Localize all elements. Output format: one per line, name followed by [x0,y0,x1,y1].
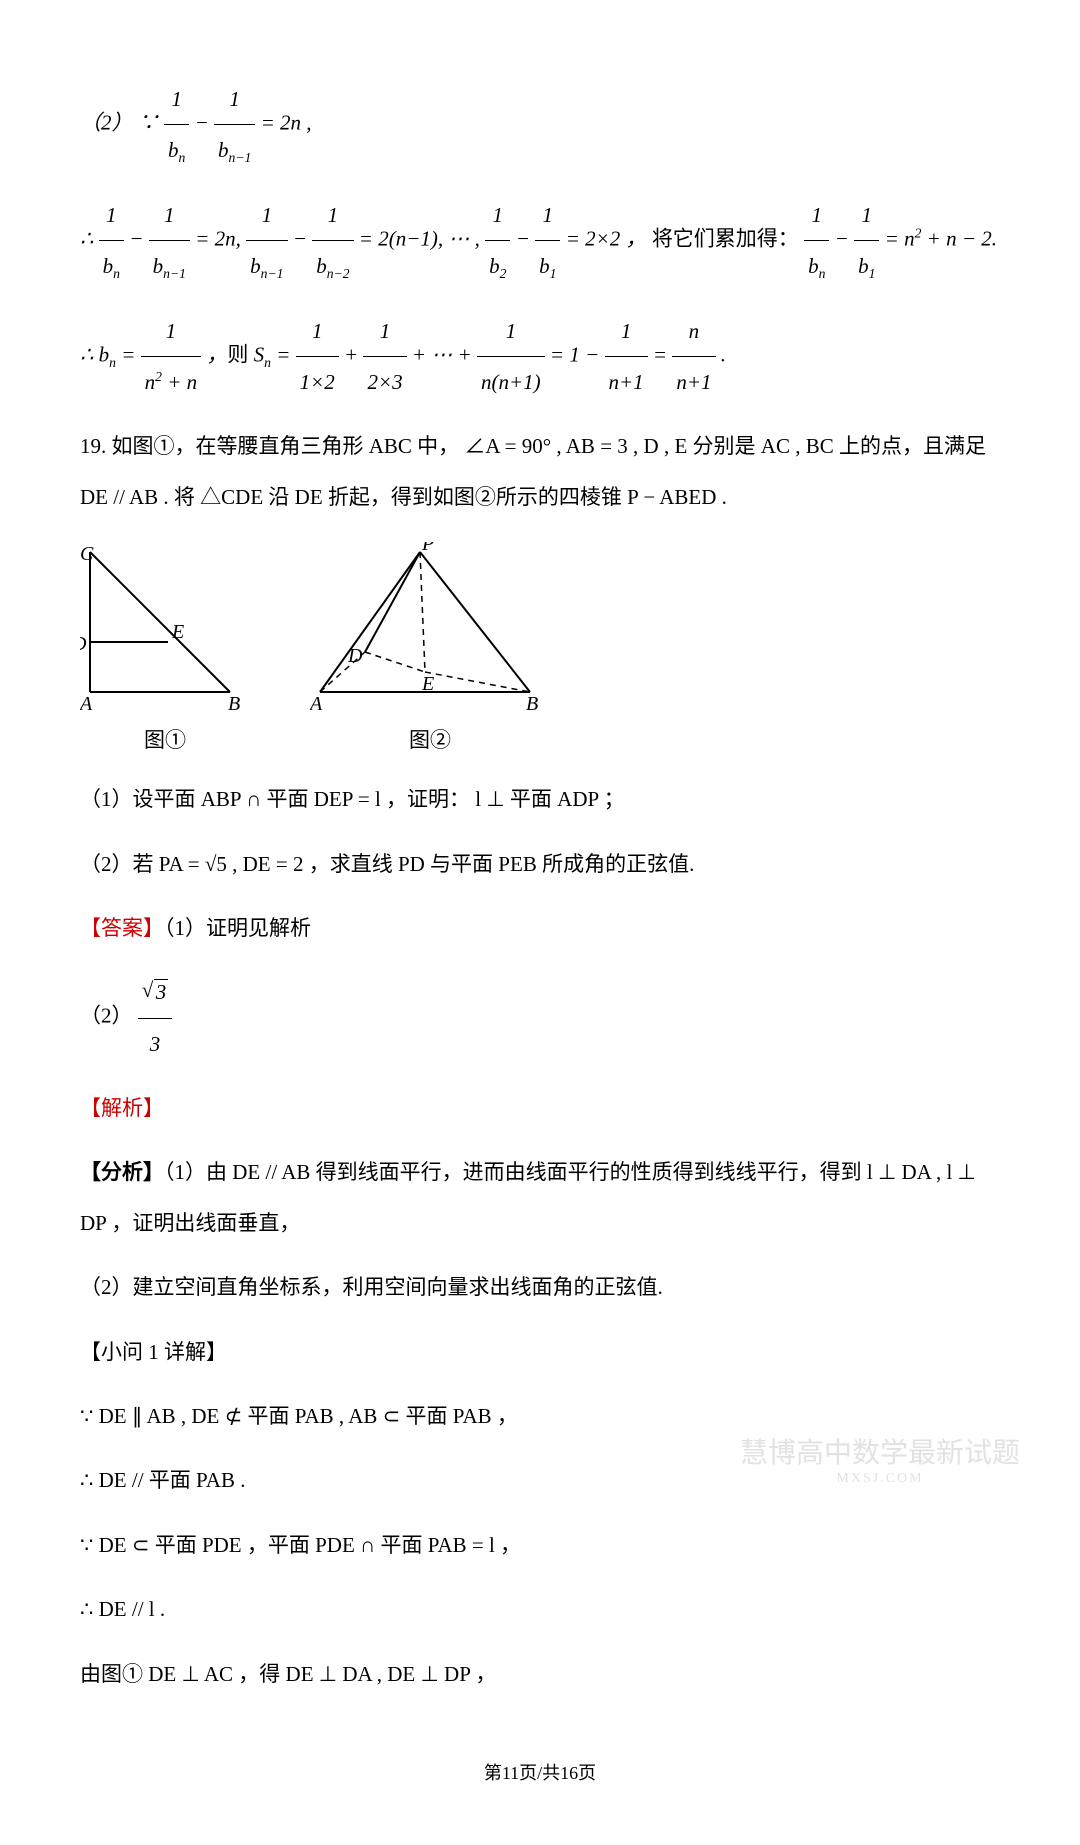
answer-label: 【答案】 [80,916,164,940]
p2-label: （2） [80,111,133,135]
svg-text:D: D [347,645,363,667]
answer-1: （1）证明见解析 [164,916,311,940]
step-5: 由图① DE ⊥ AC ，得 DE ⊥ DA , DE ⊥ DP ， [80,1649,1000,1699]
svg-text:A: A [80,693,93,712]
svg-text:E: E [171,621,184,643]
diagram-row: A B C D E 图① A B [80,542,1000,754]
answer-line-1: 【答案】（1）证明见解析 [80,903,1000,953]
q19-text: 19. 如图①，在等腰直角三角形 ABC 中， ∠A = 90° , AB = … [80,421,1000,522]
sub1-label: 【小问 1 详解】 [80,1327,1000,1377]
page-footer: 第11页/共16页 [80,1759,1000,1785]
answer-line-2: （2） 3 3 [80,967,1000,1069]
q19-part1: （1）设平面 ABP ∩ 平面 DEP = l ，证明： l ⊥ 平面 ADP … [80,774,1000,824]
svg-text:B: B [228,693,240,712]
watermark-sub: MXSJ.COM [740,1471,1020,1487]
svg-text:P: P [421,542,434,555]
answer-2-label: （2） [80,1004,133,1028]
step-4: ∴ DE // l . [80,1584,1000,1634]
figure-1-svg: A B C D E [80,542,250,712]
fx1: （1）由 DE // AB 得到线面平行，进而由线面平行的性质得到线线平行，得到… [80,1160,976,1234]
figure-2-label: 图② [310,724,550,754]
analysis-label: 【解析】 [80,1083,1000,1133]
watermark: 慧博高中数学最新试题 MXSJ.COM [740,1431,1020,1487]
figure-2: A B P D E 图② [310,542,550,754]
figure-2-svg: A B P D E [310,542,550,712]
watermark-main: 慧博高中数学最新试题 [740,1438,1020,1469]
fx-label: 【分析】 [80,1160,164,1184]
eq-line-2: ∴ 1bn − 1bn−1 = 2n, 1bn−1 − 1bn−2 = 2(n−… [80,190,1000,292]
fx-block: 【分析】（1）由 DE // AB 得到线面平行，进而由线面平行的性质得到线线平… [80,1147,1000,1248]
svg-text:A: A [310,693,323,712]
cumulate-text: 将它们累加得： [652,226,799,250]
step-3: ∵ DE ⊂ 平面 PDE ，平面 PDE ∩ 平面 PAB = l ， [80,1520,1000,1570]
figure-1: A B C D E 图① [80,542,250,754]
svg-text:E: E [421,673,434,695]
fx2: （2）建立空间直角坐标系，利用空间向量求出线面角的正弦值. [80,1262,1000,1312]
q19-part2: （2）若 PA = √5 , DE = 2 ，求直线 PD 与平面 PEB 所成… [80,839,1000,889]
eq-line-1: （2） ∵ 1bn − 1bn−1 = 2n , [80,74,1000,176]
eq-line-3: ∴ bn = 1n2 + n ，则 Sn = 11×2 + 12×3 + ⋯ +… [80,306,1000,408]
figure-1-label: 图① [80,724,250,754]
svg-text:D: D [80,633,87,655]
svg-text:B: B [526,693,538,712]
svg-text:C: C [80,543,94,565]
